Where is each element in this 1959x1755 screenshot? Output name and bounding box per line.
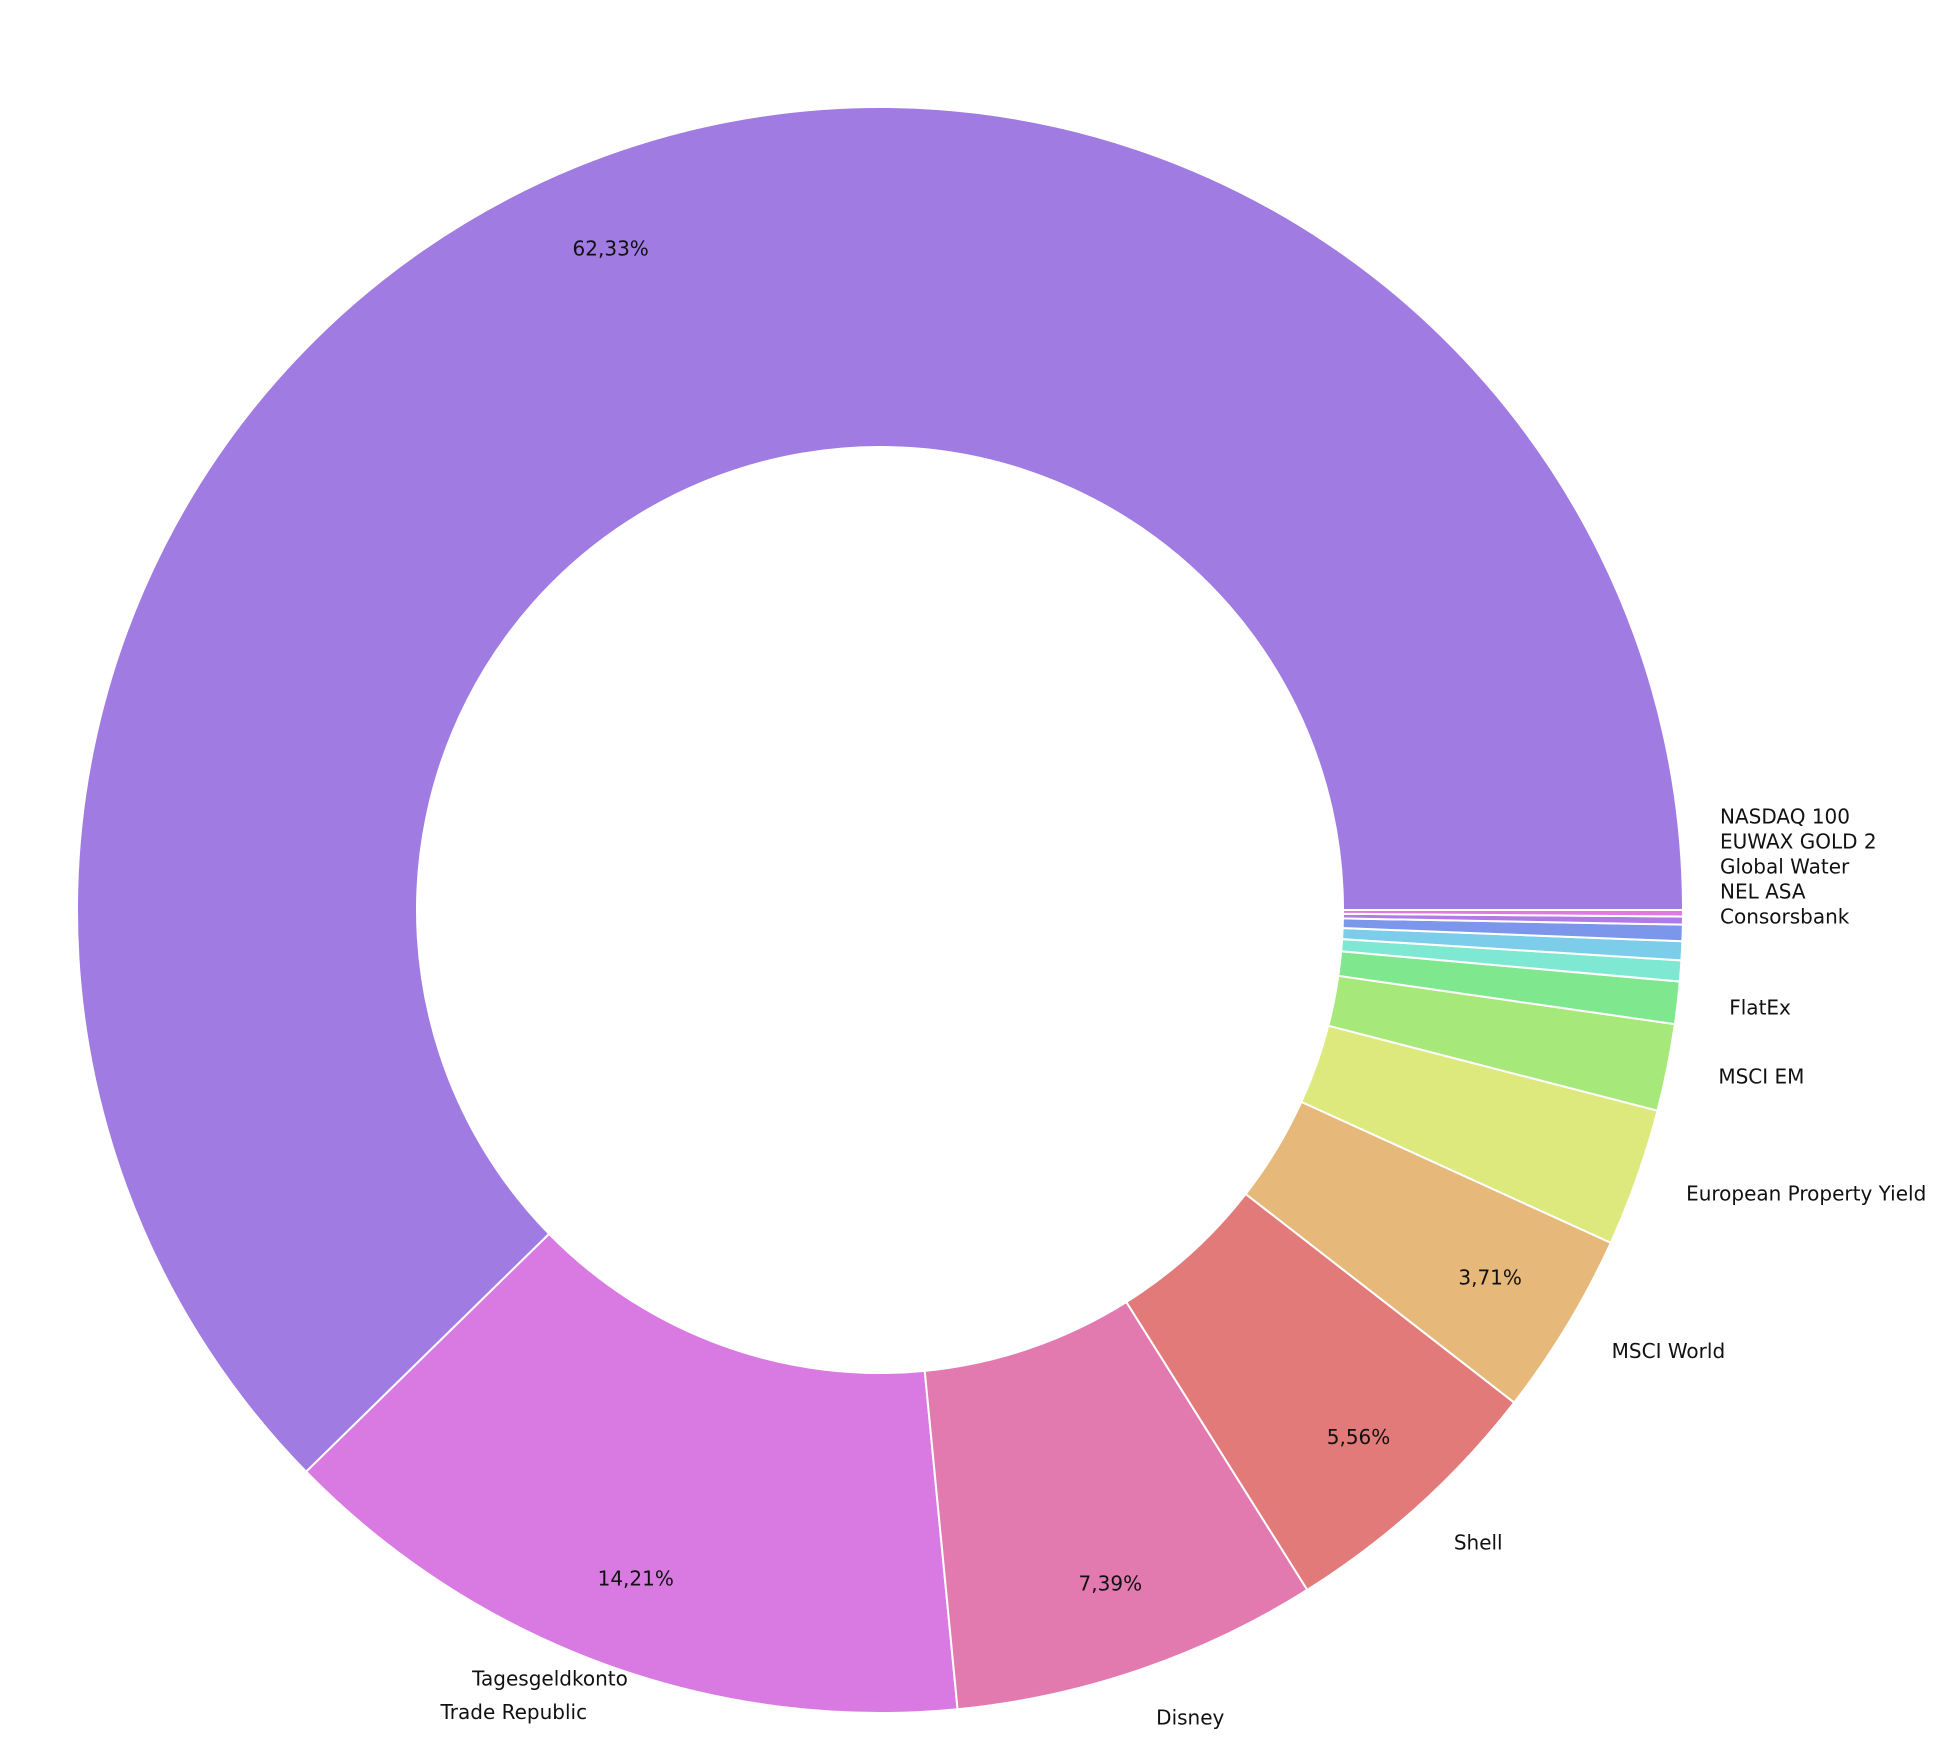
slice-label-european-property-yield: European Property Yield [1686,1182,1926,1206]
slice-label-msci-em: MSCI EM [1718,1064,1804,1088]
slice-label-msci-world: MSCI World [1612,1339,1726,1363]
slice-percent-msci-world: 3,71% [1458,1265,1522,1289]
slice-consorsbank [1341,909,1685,918]
slice-label-consorsbank: Consorsbank [1720,905,1850,929]
slice-label-trade-republic: Trade Republic [440,1700,588,1724]
slice-percent-shell: 5,56% [1327,1425,1391,1449]
slice-label-global-water: Global Water [1720,855,1850,879]
slice-label-shell: Shell [1454,1530,1503,1554]
slice-label-nasdaq-100: NASDAQ 100 [1720,805,1850,829]
labels-group: Tagesgeldkonto 62,33% Trade Republic 14,21%… [440,236,1927,1729]
slice-percent-tagesgeldkonto: 62,33% [573,236,649,260]
slices-group [76,106,1685,1714]
slice-label-nel-asa: NEL ASA [1720,880,1806,904]
slice-percent-trade-republic: 14,21% [598,1566,674,1590]
slice-percent-disney: 7,39% [1079,1571,1143,1595]
slice-label-euwax-gold-2: EUWAX GOLD 2 [1720,830,1877,854]
slice-tagesgeldkonto [76,106,1685,1474]
slice-trade-republic [304,1232,959,1714]
slice-label-flatex: FlatEx [1729,995,1791,1019]
slice-label-tagesgeldkonto: Tagesgeldkonto [471,1667,628,1691]
slice-label-disney: Disney [1156,1706,1224,1730]
